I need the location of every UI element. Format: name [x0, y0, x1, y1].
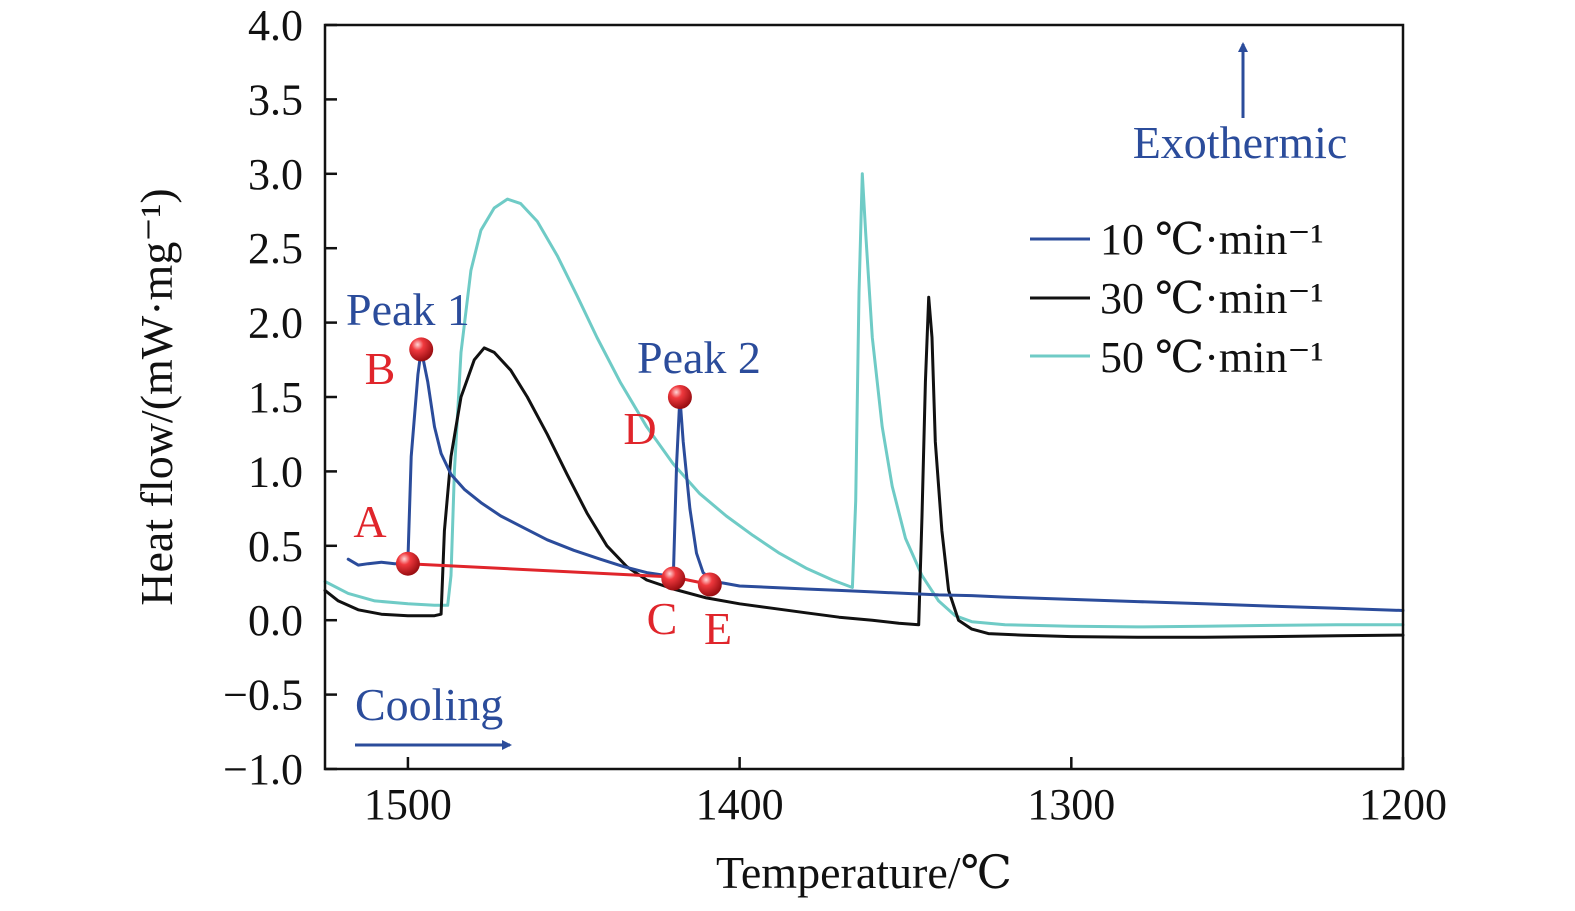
y-axis-ticks: 4.0 3.5 3.0 2.5 2.0 1.5 1.0 0.5 0.0 −0.5 −1.0 — [223, 1, 337, 794]
marker-point-c — [661, 566, 686, 591]
series-line-1 — [323, 295, 1405, 639]
legend-label-30: 30 ℃·min⁻¹ — [1100, 274, 1324, 323]
cooling-label: Cooling — [355, 679, 503, 730]
marker-label-d: D — [623, 403, 656, 454]
marker-point-a — [395, 551, 420, 576]
marker-point-b — [409, 337, 434, 362]
y-tick-label: 0.5 — [248, 522, 303, 571]
y-tick-label: 4.0 — [248, 1, 303, 50]
marker-point-e — [697, 572, 722, 597]
x-tick-label: 1200 — [1359, 780, 1447, 829]
legend-label-10: 10 ℃·min⁻¹ — [1100, 215, 1324, 264]
x-tick-label: 1500 — [364, 780, 452, 829]
exothermic-label: Exothermic — [1133, 117, 1348, 168]
y-tick-label: 2.5 — [248, 224, 303, 273]
peak1-label: Peak 1 — [346, 284, 470, 335]
series-line-2 — [323, 172, 1405, 629]
y-tick-label: 3.0 — [248, 150, 303, 199]
marker-label-a: A — [353, 496, 386, 547]
legend-label-50: 50 ℃·min⁻¹ — [1100, 333, 1324, 382]
y-tick-label: 1.5 — [248, 373, 303, 422]
marker-point-d — [667, 385, 692, 409]
legend: 10 ℃·min⁻¹ 30 ℃·min⁻¹ 50 ℃·min⁻¹ — [1030, 215, 1324, 382]
y-tick-label: −1.0 — [223, 745, 303, 794]
y-tick-label: 0.0 — [248, 596, 303, 645]
series-line-0 — [346, 347, 1405, 612]
peak2-label: Peak 2 — [637, 332, 761, 383]
marker-label-c: C — [647, 593, 678, 644]
y-tick-label: 3.5 — [248, 75, 303, 124]
x-tick-label: 1400 — [696, 780, 784, 829]
x-axis-ticks: 1500 1400 1300 1200 — [364, 757, 1447, 829]
x-tick-label: 1300 — [1027, 780, 1115, 829]
y-tick-label: −0.5 — [223, 671, 303, 720]
y-tick-label: 1.0 — [248, 447, 303, 496]
y-axis-title: Heat flow/(mW·mg⁻¹) — [131, 188, 182, 605]
marker-layer — [395, 337, 722, 597]
y-tick-label: 2.0 — [248, 299, 303, 348]
marker-label-b: B — [365, 343, 396, 394]
marker-label-e: E — [704, 603, 732, 654]
x-axis-title: Temperature/℃ — [716, 847, 1012, 898]
